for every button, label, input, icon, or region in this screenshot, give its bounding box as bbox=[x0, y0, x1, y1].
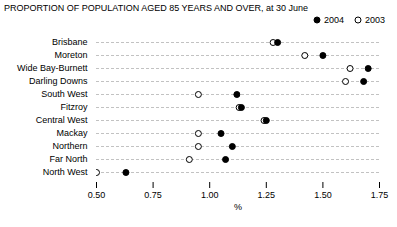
svg-text:Far North: Far North bbox=[49, 154, 87, 164]
svg-text:Moreton: Moreton bbox=[54, 50, 87, 60]
svg-text:Central West: Central West bbox=[36, 115, 88, 125]
svg-text:Darling Downs: Darling Downs bbox=[29, 76, 88, 86]
svg-text:0.75: 0.75 bbox=[144, 190, 162, 200]
svg-text:1.50: 1.50 bbox=[314, 190, 332, 200]
svg-text:1.75: 1.75 bbox=[371, 190, 389, 200]
svg-text:Fitzroy: Fitzroy bbox=[61, 102, 89, 112]
svg-text:South West: South West bbox=[41, 89, 88, 99]
svg-text:Northern: Northern bbox=[52, 141, 87, 151]
html-text:2003: 2003 bbox=[365, 15, 385, 25]
svg-text:1.00: 1.00 bbox=[201, 190, 219, 200]
svg-text:Wide Bay-Burnett: Wide Bay-Burnett bbox=[17, 63, 88, 73]
svg-text:North West: North West bbox=[43, 167, 88, 177]
svg-text:Mackay: Mackay bbox=[56, 128, 88, 138]
html-text:2004: 2004 bbox=[323, 15, 344, 25]
svg-text:0.50: 0.50 bbox=[88, 190, 106, 200]
html-text:PROPORTION OF POPULATION AGED: PROPORTION OF POPULATION AGED 85 YEARS A… bbox=[4, 3, 309, 13]
svg-text:Brisbane: Brisbane bbox=[52, 37, 88, 47]
svg-text:1.25: 1.25 bbox=[258, 190, 276, 200]
svg-text:%: % bbox=[234, 202, 242, 212]
